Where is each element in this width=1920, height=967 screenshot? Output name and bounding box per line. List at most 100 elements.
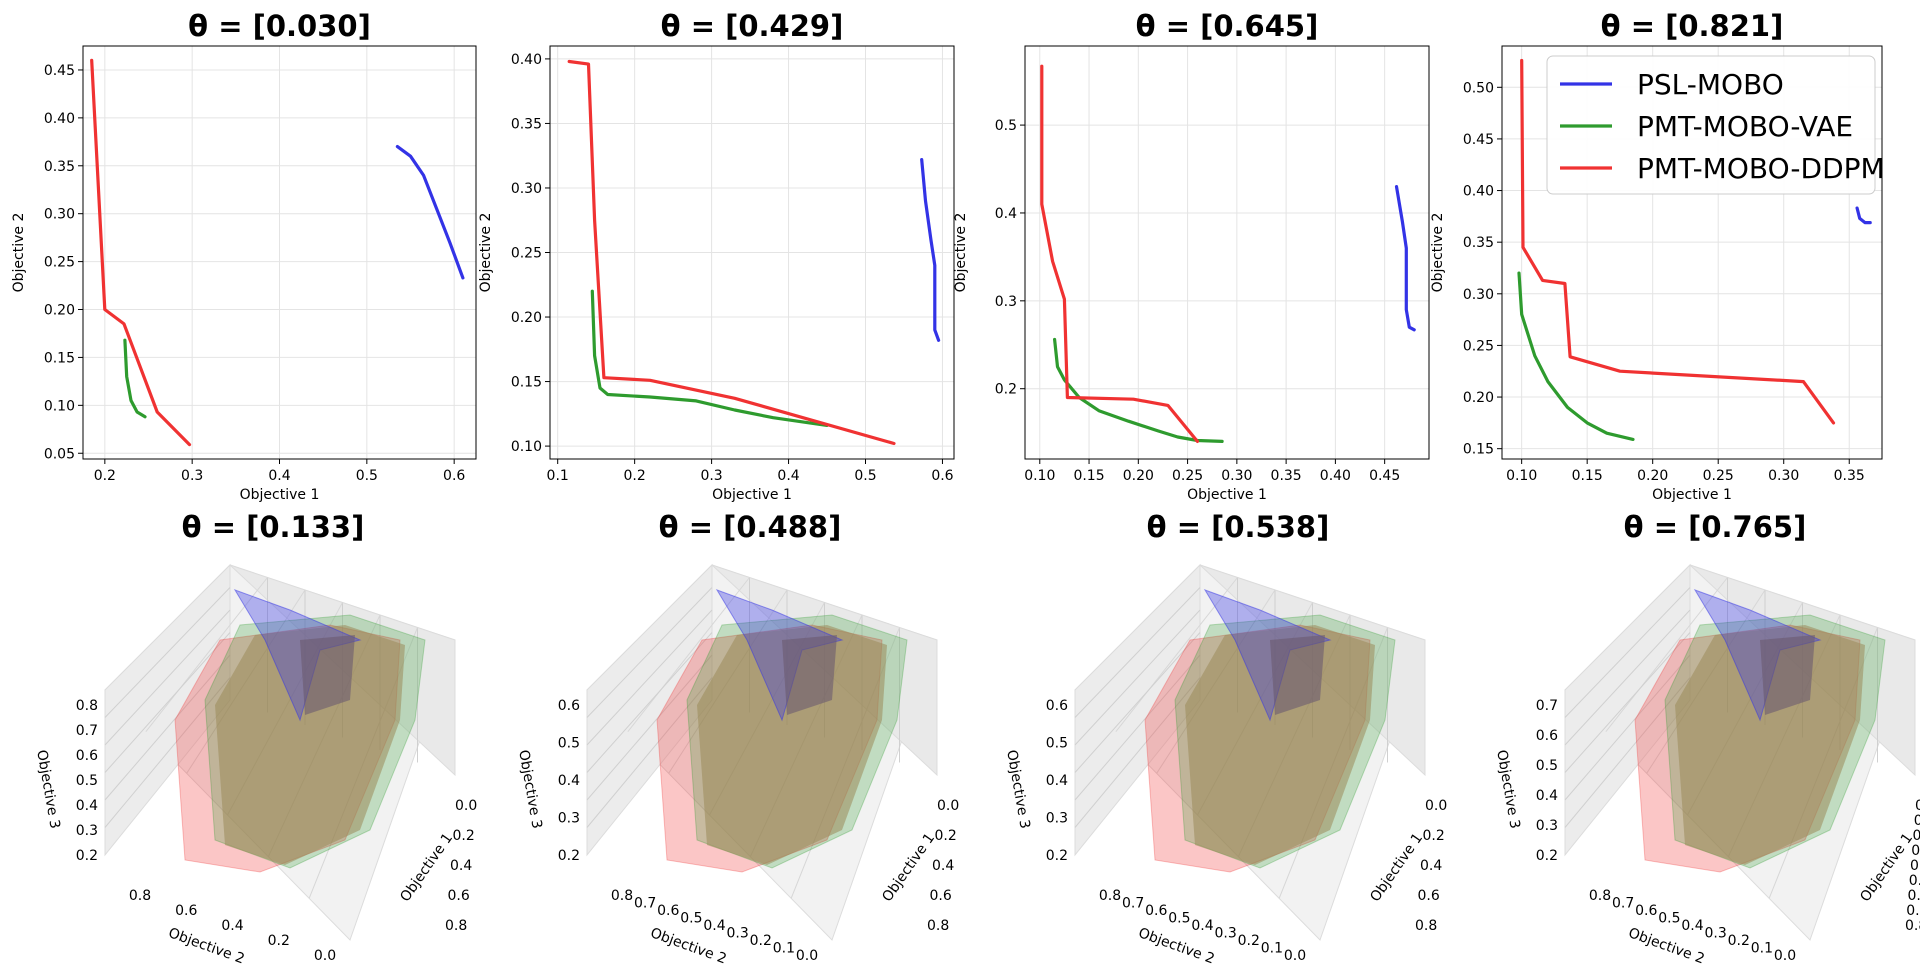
plot-frame <box>1501 45 1883 460</box>
x-tick-label: 0.20 <box>1637 468 1668 484</box>
panel-3d-2: θ = [0.488]0.60.50.40.30.20.8 0.7 0.6 0.5 0.… <box>515 510 959 967</box>
x-tick-label: 0.8 <box>927 918 949 934</box>
z-axis-label: Objective 3 <box>33 749 63 830</box>
panel-3d-1: θ = [0.133] 0.8 0.7 0.6 0.5 0.4 0.3 0.2 0.8 0.6 0.… <box>33 510 477 967</box>
z-tick-label: 0.8 <box>76 698 98 714</box>
x-axis-label: Objective 1 <box>1187 487 1267 503</box>
y-tick-label: 0.15 <box>511 375 542 391</box>
z-tick-label: 0.7 <box>1536 698 1558 714</box>
x-tick-label: 0.7 <box>1906 903 1920 919</box>
legend-entry: PMT-MOBO-VAE <box>1637 110 1853 143</box>
chart-title: θ = [0.538] <box>1147 510 1330 544</box>
y-tick-label: 0.2 <box>268 933 290 949</box>
x-tick-label: 0.30 <box>1221 468 1252 484</box>
grid-line <box>1564 632 1691 773</box>
x-tick-label: 0.4 <box>932 858 954 874</box>
x-tick-label: 0.6 <box>443 468 465 484</box>
series-line-psl-mobo <box>395 145 465 280</box>
panel-3d-4: θ = [0.765]0.70.60.50.40.30.20.8 0.7 0.6 0.… <box>1493 510 1920 967</box>
x-tick-label: 0.15 <box>1073 468 1104 484</box>
grid-line <box>104 677 231 828</box>
y-tick-label: 0.20 <box>1463 390 1494 406</box>
z-tick-label: 0.6 <box>76 748 98 764</box>
panel-3d-3: θ = [0.538]0.60.50.40.30.20.8 0.7 0.6 0.5 0.… <box>1003 510 1447 967</box>
x-tick-label: 0.2 <box>94 468 116 484</box>
series-line-pmt-mobo-vae <box>123 338 147 419</box>
x-tick-label: 0.2 <box>935 828 957 844</box>
x-tick-label: 0.35 <box>1271 468 1302 484</box>
x-tick-label: 0.5 <box>1909 873 1920 889</box>
x-tick-label: 0.0 <box>1915 798 1920 814</box>
y-tick-label: 0.4 <box>1191 918 1213 934</box>
series-line-psl-mobo <box>1394 185 1416 332</box>
y-tick-label: 0.05 <box>44 446 75 462</box>
y-tick-label: 0.5 <box>995 118 1017 134</box>
x-tick-label: 0.6 <box>448 888 470 904</box>
y-tick-label: 0.25 <box>44 255 75 271</box>
series-line-pmt-mobo-ddpm <box>1040 64 1200 443</box>
grid-line <box>1074 609 1201 746</box>
z-tick-label: 0.4 <box>558 773 580 789</box>
y-tick-label: 0.1 <box>773 941 795 957</box>
x-tick-label: 0.3 <box>1911 843 1920 859</box>
x-tick-label: 0.8 <box>445 918 467 934</box>
z-tick-label: 0.4 <box>1046 773 1068 789</box>
y-tick-label: 0.35 <box>44 159 75 175</box>
y-tick-label: 0.6 <box>1635 903 1657 919</box>
x-tick-label: 0.2 <box>453 828 475 844</box>
z-tick-label: 0.6 <box>1536 728 1558 744</box>
grid-line <box>104 632 231 773</box>
surface-overlap-dark <box>1270 635 1325 715</box>
chart-title: θ = [0.030] <box>188 9 371 43</box>
y-tick-label: 0.1 <box>1261 941 1283 957</box>
surface-overlap <box>1185 625 1375 865</box>
y-tick-label: 0.7 <box>1122 896 1144 912</box>
z-tick-label: 0.5 <box>1536 758 1558 774</box>
y-tick-label: 0.6 <box>175 903 197 919</box>
y-tick-label: 0.45 <box>1463 132 1494 148</box>
z-tick-label: 0.2 <box>558 848 580 864</box>
legend-entry: PMT-MOBO-DDPM <box>1637 152 1885 185</box>
y-axis-label: Objective 2 <box>1430 213 1446 293</box>
surface-overlap <box>215 625 405 865</box>
z-tick-label: 0.2 <box>76 848 98 864</box>
panel-2d-4: 0.10 0.15 0.20 0.25 0.30 0.35 0.15 0.20 0.25 0.30… <box>1430 9 1885 503</box>
x-tick-label: 0.25 <box>1703 468 1734 484</box>
grid-line <box>104 587 231 718</box>
surface-overlap-dark <box>1760 635 1815 715</box>
x-tick-label: 0.4 <box>1420 858 1442 874</box>
grid-line <box>1605 577 1728 732</box>
x-tick-label: 0.2 <box>624 468 646 484</box>
y-tick-label: 0.8 <box>1099 888 1121 904</box>
y-tick-label: 0.4 <box>995 206 1017 222</box>
x-tick-label: 0.0 <box>1425 798 1447 814</box>
grid-line <box>627 577 750 732</box>
x-tick-label: 0.10 <box>1506 468 1537 484</box>
x-axis-label: Objective 1 <box>240 487 320 503</box>
series-line-pmt-mobo-ddpm <box>1520 58 1836 425</box>
z-tick-label: 0.5 <box>76 773 98 789</box>
y-tick-label: 0.8 <box>1589 888 1611 904</box>
series-line-pmt-mobo-vae <box>1517 271 1635 441</box>
z-tick-label: 0.3 <box>558 811 580 827</box>
y-tick-label: 0.3 <box>726 926 748 942</box>
surface-overlap-dark <box>300 635 355 715</box>
x-tick-label: 0.0 <box>937 798 959 814</box>
y-tick-label: 0.2 <box>995 382 1017 398</box>
grid-line <box>104 654 231 801</box>
x-tick-label: 0.4 <box>268 468 290 484</box>
y-tick-label: 0.25 <box>511 246 542 262</box>
series-line-pmt-mobo-vae <box>590 289 829 427</box>
y-tick-label: 0.3 <box>1704 926 1726 942</box>
z-tick-label: 0.7 <box>76 723 98 739</box>
x-tick-label: 0.5 <box>854 468 876 484</box>
panel-2d-3: 0.10 0.15 0.20 0.25 0.30 0.35 0.40 0.45 0.2 0.3 0.… <box>953 9 1430 503</box>
grid-line <box>586 677 713 828</box>
y-tick-label: 0.10 <box>511 439 542 455</box>
grid-line <box>1564 609 1691 746</box>
grid-line <box>586 632 713 773</box>
grid-line <box>1564 654 1691 801</box>
x-tick-label: 0.45 <box>1369 468 1400 484</box>
y-tick-label: 0.30 <box>1463 287 1494 303</box>
z-tick-label: 0.5 <box>1046 736 1068 752</box>
